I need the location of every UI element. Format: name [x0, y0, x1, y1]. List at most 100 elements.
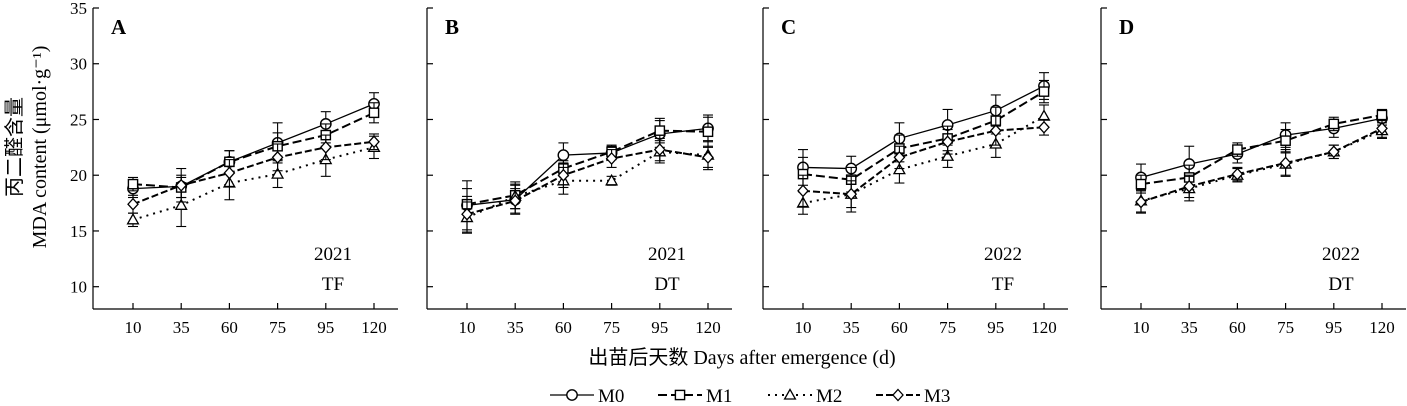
data-point: [271, 150, 284, 164]
series-line: [466, 148, 709, 216]
data-point: [271, 167, 285, 179]
data-point: [941, 135, 954, 149]
y-tick-label: 35: [70, 0, 87, 18]
data-point: [797, 184, 809, 198]
series-line: [132, 140, 375, 206]
panel-C: 10 35 60 75 95 120 C 2022 TF: [762, 7, 1068, 337]
series-line: [1140, 117, 1383, 179]
legend-marker: [892, 388, 904, 402]
data-point: [1038, 120, 1050, 134]
data-point: [126, 212, 140, 225]
legend-label: M1: [706, 386, 732, 406]
data-point: [1135, 178, 1147, 190]
data-point: [1232, 144, 1243, 155]
series-M3: [127, 133, 380, 214]
series-line: [466, 129, 709, 206]
series-M1: [797, 79, 1050, 193]
x-tick-label: 10: [795, 318, 812, 337]
series-M3: [797, 115, 1050, 209]
data-point: [175, 178, 188, 192]
data-point: [1038, 86, 1050, 97]
data-point: [605, 152, 618, 165]
data-point: [845, 187, 858, 201]
series-line: [802, 90, 1045, 181]
series-line: [466, 150, 709, 219]
x-tick-label: 10: [1133, 318, 1150, 337]
data-point: [1231, 167, 1244, 181]
legend-item-M2: M2: [768, 386, 842, 406]
x-tick-label: 35: [1181, 318, 1198, 337]
panel-B: 10 35 60 75 95 120 B 2021 DT: [426, 7, 732, 337]
x-tick-label: 95: [651, 318, 668, 337]
data-point: [1135, 195, 1147, 209]
x-tick-label: 35: [173, 318, 190, 337]
x-tick-label: 120: [1369, 318, 1395, 337]
data-point: [557, 149, 570, 162]
data-point: [1037, 109, 1051, 121]
data-point: [1280, 135, 1291, 146]
year-label: 2021: [314, 244, 352, 265]
data-point: [319, 140, 332, 154]
series-M0: [127, 92, 380, 199]
series-line: [1140, 127, 1383, 203]
data-point: [1183, 179, 1196, 193]
y-tick-label: 20: [70, 166, 87, 185]
treatment-label: DT: [1328, 274, 1354, 295]
x-tick-label: 10: [125, 318, 142, 337]
series-M1: [1135, 108, 1388, 194]
data-point: [605, 173, 619, 186]
x-tick-label: 75: [603, 318, 620, 337]
y-tick-label: 15: [70, 222, 87, 241]
data-point: [654, 125, 666, 136]
data-point: [461, 207, 473, 221]
x-tick-label: 95: [1325, 318, 1342, 337]
data-point: [557, 168, 570, 182]
year-label: 2022: [1322, 244, 1360, 265]
legend-marker: [783, 388, 797, 400]
panels: 10 15 20 25 30 35 10 35 60 75 95 120 A 2021 TF 10 35 60 75…: [70, 0, 1406, 337]
series-M2: [796, 104, 1051, 215]
series-M2: [1134, 122, 1389, 213]
data-point: [1279, 156, 1292, 170]
data-point: [893, 150, 906, 164]
panel-letter: C: [781, 15, 796, 39]
data-point: [223, 166, 236, 180]
y-axis-title-cn: 丙二醛含量: [3, 97, 26, 197]
x-tick-label: 60: [555, 318, 572, 337]
legend-item-M3: M3: [876, 386, 950, 406]
treatment-label: TF: [322, 274, 344, 295]
legend-label: M2: [816, 386, 842, 406]
data-point: [1376, 121, 1388, 135]
x-tick-label: 35: [843, 318, 860, 337]
series-line: [1140, 129, 1383, 202]
y-tick-label: 10: [70, 278, 87, 297]
legend-item-M1: M1: [658, 386, 732, 406]
data-point: [368, 135, 380, 149]
data-point: [127, 197, 139, 211]
series-M0: [461, 114, 714, 231]
x-tick-label: 120: [695, 318, 721, 337]
legend-label: M3: [924, 386, 950, 406]
panel-letter: A: [111, 15, 127, 39]
data-point: [989, 124, 1002, 138]
series-line: [132, 111, 375, 189]
x-tick-label: 75: [269, 318, 286, 337]
data-point: [1327, 145, 1340, 159]
legend-item-M0: M0: [550, 386, 624, 406]
treatment-label: DT: [654, 274, 680, 295]
series-line: [802, 126, 1045, 196]
data-point: [1376, 109, 1388, 121]
x-tick-label: 60: [891, 318, 908, 337]
x-tick-label: 75: [1277, 318, 1294, 337]
x-axis-title: 出苗后天数 Days after emergence (d): [588, 346, 895, 369]
data-point: [127, 178, 139, 190]
x-tick-label: 120: [361, 318, 387, 337]
data-point: [702, 150, 714, 164]
data-point: [702, 126, 714, 138]
y-tick-label: 25: [70, 110, 87, 129]
year-label: 2021: [648, 244, 686, 265]
series-M3: [461, 137, 714, 233]
legend-marker: [566, 389, 578, 401]
x-tick-label: 10: [459, 318, 476, 337]
